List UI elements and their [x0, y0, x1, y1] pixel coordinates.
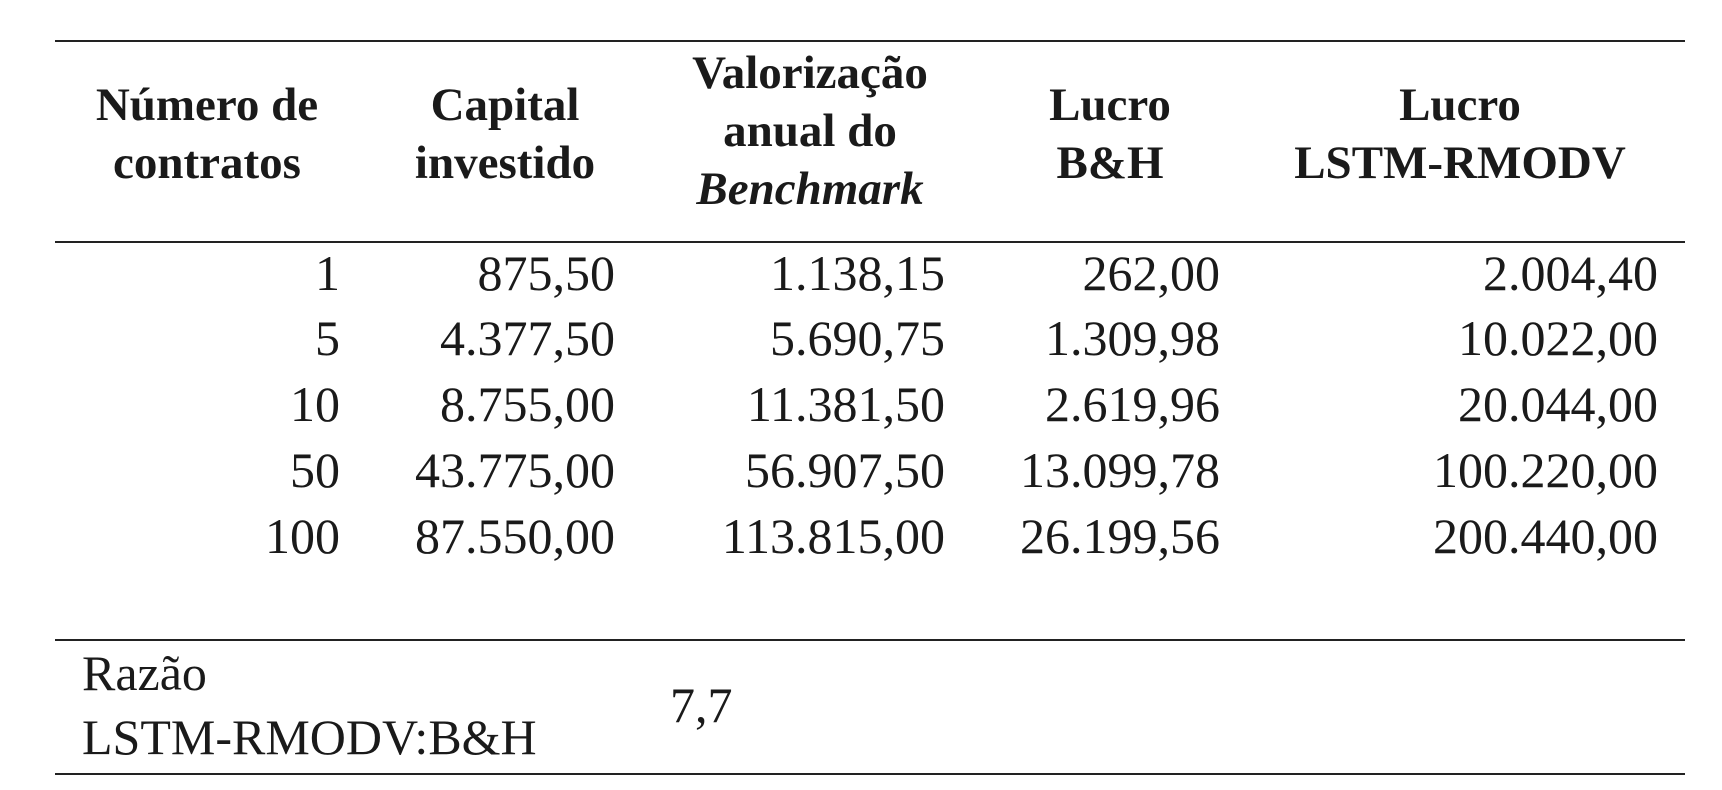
cell-contratos: 10 [290, 376, 340, 432]
bottom-rule [55, 773, 1685, 775]
cell-lucro-bh: 26.199,56 [1020, 508, 1220, 564]
header-line: B&H [1056, 137, 1164, 189]
cell-lucro-bh: 2.619,96 [1045, 376, 1220, 432]
footer-label-line: LSTM-RMODV:B&H [82, 709, 537, 765]
header-line: anual do [723, 105, 897, 157]
cell-lucro-bh: 1.309,98 [1045, 310, 1220, 366]
cell-capital: 8.755,00 [440, 376, 615, 432]
footer-ratio-label: Razão LSTM-RMODV:B&H [82, 641, 537, 769]
header-line: Capital [430, 79, 580, 131]
cell-valorizacao: 1.138,15 [770, 245, 945, 301]
cell-contratos: 50 [290, 442, 340, 498]
cell-contratos: 5 [315, 310, 340, 366]
header-line: Número de [95, 79, 319, 131]
cell-capital: 43.775,00 [415, 442, 615, 498]
header-line: investido [414, 137, 596, 189]
top-rule [55, 40, 1685, 42]
cell-capital: 875,50 [477, 245, 616, 301]
header-rule [55, 241, 1685, 243]
header-line: Lucro [1049, 79, 1171, 131]
footer-ratio-value: 7,7 [670, 677, 733, 733]
footer-rule [55, 639, 1685, 641]
header-line: Lucro [1399, 79, 1521, 131]
header-line: contratos [113, 137, 301, 189]
header-capital-investido: Capital investido [385, 76, 625, 192]
cell-capital: 4.377,50 [440, 310, 615, 366]
header-line: Valorização [692, 47, 928, 99]
header-lucro-lstm-rmodv: Lucro LSTM-RMODV [1260, 76, 1660, 192]
cell-lucro-lstm: 20.044,00 [1458, 376, 1658, 432]
cell-contratos: 1 [315, 245, 340, 301]
cell-lucro-lstm: 10.022,00 [1458, 310, 1658, 366]
header-numero-contratos: Número de contratos [62, 76, 352, 192]
cell-lucro-lstm: 100.220,00 [1433, 442, 1658, 498]
cell-lucro-bh: 13.099,78 [1020, 442, 1220, 498]
cell-lucro-bh: 262,00 [1082, 245, 1221, 301]
footer-label-line: Razão [82, 645, 207, 701]
cell-lucro-lstm: 2.004,40 [1483, 245, 1658, 301]
header-line: LSTM-RMODV [1294, 137, 1626, 189]
cell-capital: 87.550,00 [415, 508, 615, 564]
cell-valorizacao: 56.907,50 [745, 442, 945, 498]
cell-valorizacao: 5.690,75 [770, 310, 945, 366]
header-valorizacao-benchmark: Valorização anual do Benchmark [655, 44, 965, 218]
cell-valorizacao: 113.815,00 [721, 508, 945, 564]
cell-valorizacao: 11.381,50 [746, 376, 945, 432]
cell-contratos: 100 [265, 508, 340, 564]
cell-lucro-lstm: 200.440,00 [1433, 508, 1658, 564]
header-line-italic: Benchmark [696, 163, 924, 215]
header-lucro-bh: Lucro B&H [990, 76, 1230, 192]
